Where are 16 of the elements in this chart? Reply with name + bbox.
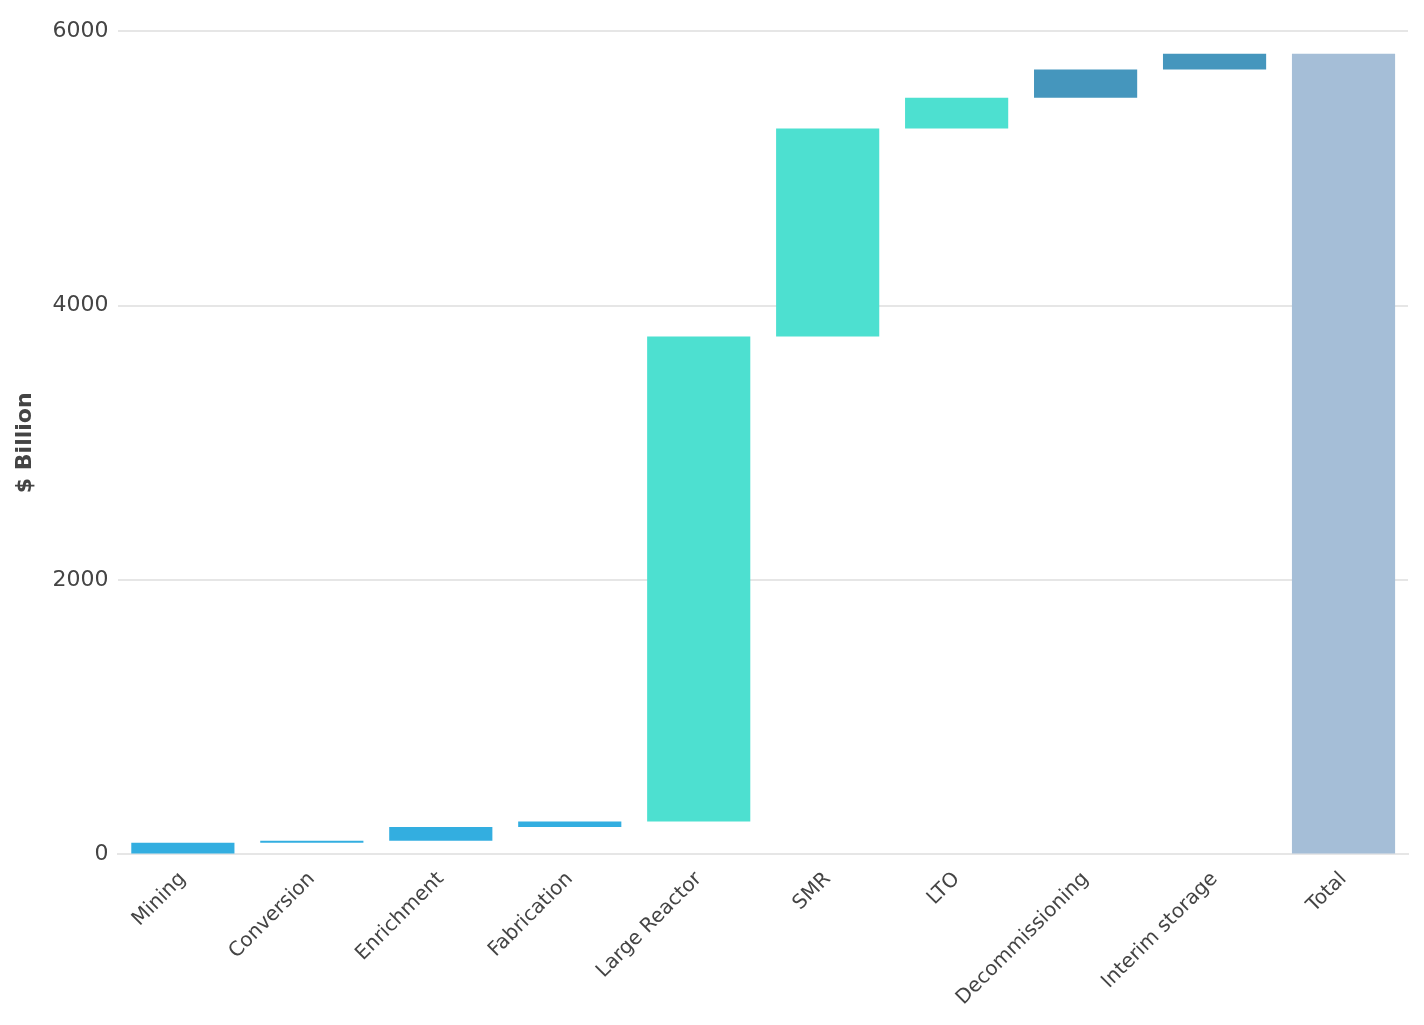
- bar: [1034, 69, 1138, 98]
- bar: [647, 336, 751, 822]
- y-tick-label: 0: [94, 840, 109, 866]
- x-tick-label: LTO: [921, 866, 964, 909]
- y-tick-label: 6000: [52, 16, 109, 42]
- y-axis-title: $ Billion: [10, 392, 36, 494]
- bar: [776, 128, 880, 337]
- bar: [131, 842, 235, 854]
- bar: [260, 840, 364, 843]
- bar: [1162, 53, 1267, 70]
- bar: [1291, 53, 1396, 854]
- bar: [905, 97, 1009, 129]
- bar: [389, 826, 493, 841]
- y-tick-label: 2000: [52, 565, 109, 591]
- y-tick-label: 4000: [52, 291, 109, 317]
- bar: [518, 821, 622, 827]
